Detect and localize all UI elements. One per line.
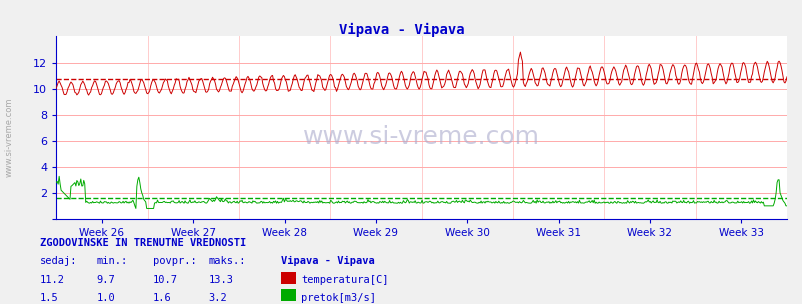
Text: sedaj:: sedaj: (40, 257, 78, 267)
Text: 1.6: 1.6 (152, 293, 171, 303)
Text: Vipava - Vipava: Vipava - Vipava (338, 23, 464, 37)
Text: pretok[m3/s]: pretok[m3/s] (301, 293, 375, 303)
Text: ZGODOVINSKE IN TRENUTNE VREDNOSTI: ZGODOVINSKE IN TRENUTNE VREDNOSTI (40, 238, 246, 248)
Text: www.si-vreme.com: www.si-vreme.com (5, 97, 14, 177)
Text: 10.7: 10.7 (152, 275, 177, 285)
Text: 1.5: 1.5 (40, 293, 59, 303)
Text: 3.2: 3.2 (209, 293, 227, 303)
Text: 9.7: 9.7 (96, 275, 115, 285)
Text: Vipava - Vipava: Vipava - Vipava (281, 257, 375, 267)
Text: www.si-vreme.com: www.si-vreme.com (302, 125, 540, 149)
Text: 1.0: 1.0 (96, 293, 115, 303)
Text: temperatura[C]: temperatura[C] (301, 275, 388, 285)
Text: 11.2: 11.2 (40, 275, 65, 285)
Text: maks.:: maks.: (209, 257, 246, 267)
Text: povpr.:: povpr.: (152, 257, 196, 267)
Text: 13.3: 13.3 (209, 275, 233, 285)
Text: min.:: min.: (96, 257, 128, 267)
